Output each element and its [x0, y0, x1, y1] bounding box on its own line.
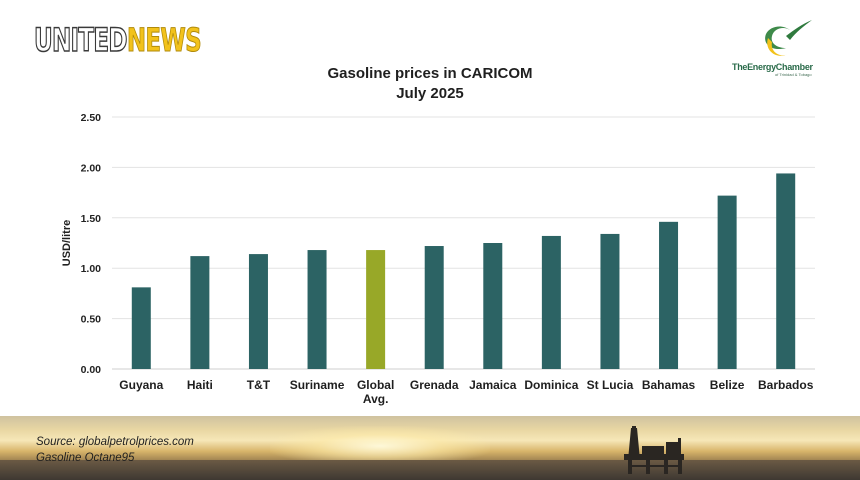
y-tick-label: 1.00 — [81, 263, 102, 275]
bar-haiti — [190, 256, 210, 369]
logo-text-news: NEWS — [126, 21, 202, 59]
chart-title-block: Gasoline prices in CARICOM July 2025 — [0, 64, 860, 104]
bar-t-t — [248, 254, 268, 369]
bars — [131, 173, 796, 369]
energy-chamber-logo — [765, 20, 812, 56]
bar-belize — [717, 195, 737, 369]
x-category-label: Barbados — [758, 378, 814, 392]
oil-rig-icon — [624, 426, 684, 474]
x-category-label: Haiti — [187, 378, 213, 392]
x-category-label: Avg. — [363, 392, 389, 406]
x-category-label: T&T — [247, 378, 271, 392]
bar-chart: 0.00 0.50 1.00 1.50 2.00 2.50 Guyana Haiti T&T S… — [61, 112, 815, 406]
gridlines — [112, 116, 815, 370]
y-tick-label: 0.00 — [81, 364, 102, 376]
fuel-note: Gasoline Octane95 — [36, 452, 135, 464]
bar-dominica — [541, 235, 561, 369]
sunset-banner — [0, 416, 860, 480]
x-category-label: Guyana — [119, 378, 163, 392]
bar-st-lucia — [600, 233, 620, 369]
x-category-label: Bahamas — [642, 378, 696, 392]
y-tick-label: 2.50 — [81, 112, 102, 124]
bar-grenada — [424, 246, 444, 369]
chart-subtitle: July 2025 — [396, 85, 464, 102]
chart-title: Gasoline prices in CARICOM — [327, 65, 533, 82]
bar-barbados — [776, 173, 796, 369]
bar-guyana — [131, 287, 151, 369]
energy-chamber-name: TheEnergyChamber — [732, 62, 813, 72]
x-category-label: Jamaica — [469, 378, 517, 392]
energy-chamber-subtitle: of Trinidad & Tobago — [775, 72, 812, 77]
x-category-label: St Lucia — [587, 378, 634, 392]
bar-suriname — [307, 250, 327, 369]
source-note: Source: globalpetrolprices.com — [36, 436, 194, 448]
y-tick-label: 1.50 — [81, 213, 102, 225]
y-axis-title: USD/litre — [61, 220, 73, 266]
bar-bahamas — [659, 221, 679, 369]
x-category-label: Suriname — [290, 378, 345, 392]
y-axis-ticks: 0.00 0.50 1.00 1.50 2.00 2.50 — [81, 112, 102, 376]
bar-jamaica — [483, 243, 503, 369]
united-news-logo: UNITEDNEWS — [33, 21, 202, 59]
y-tick-label: 2.00 — [81, 162, 102, 174]
x-category-label: Belize — [710, 378, 745, 392]
logo-text-united: UNITED — [33, 21, 128, 59]
y-tick-label: 0.50 — [81, 314, 102, 326]
x-category-label: Global — [357, 378, 394, 392]
bar-global-avg- — [366, 250, 386, 369]
x-category-label: Grenada — [410, 378, 459, 392]
x-category-label: Dominica — [524, 378, 578, 392]
